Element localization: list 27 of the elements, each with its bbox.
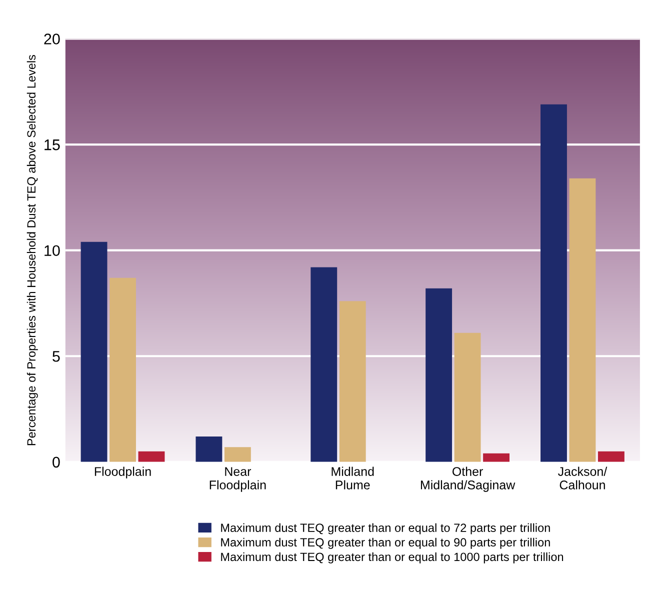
bar [483,453,510,462]
legend-label: Maximum dust TEQ greater than or equal to 72 parts per trillion [221,523,550,534]
bar [80,242,108,462]
bar [310,267,338,462]
x-tick-label: Jackson/ Calhoun [558,466,608,490]
bar [339,301,366,462]
bar [598,451,624,462]
y-axis-title: Percentage of Properties with Household Dust TEQ above Selected Levels [26,54,38,446]
y-tick-label: 15 [44,140,60,150]
bar [196,436,222,462]
bar [138,451,165,462]
legend-label: Maximum dust TEQ greater than or equal to 90 parts per trillion [221,538,550,549]
y-tick-label: 5 [52,351,60,362]
y-tick-label: 0 [52,456,60,468]
bar [426,288,452,462]
x-tick-label: Near Floodplain [210,467,266,492]
x-tick-label: Midland Plume [332,466,374,490]
bar [224,447,251,462]
y-tick-label: 20 [44,34,60,44]
x-tick-label: Other Midland/Saginaw [420,466,516,492]
bar [540,104,567,462]
legend-label: Maximum dust TEQ greater than or equal to 1000 parts per trillion [221,552,564,564]
bar [454,332,481,462]
y-tick-label: 10 [44,245,60,256]
bar [110,278,136,462]
x-tick-label: Floodplain [94,466,151,478]
bar [569,178,596,462]
